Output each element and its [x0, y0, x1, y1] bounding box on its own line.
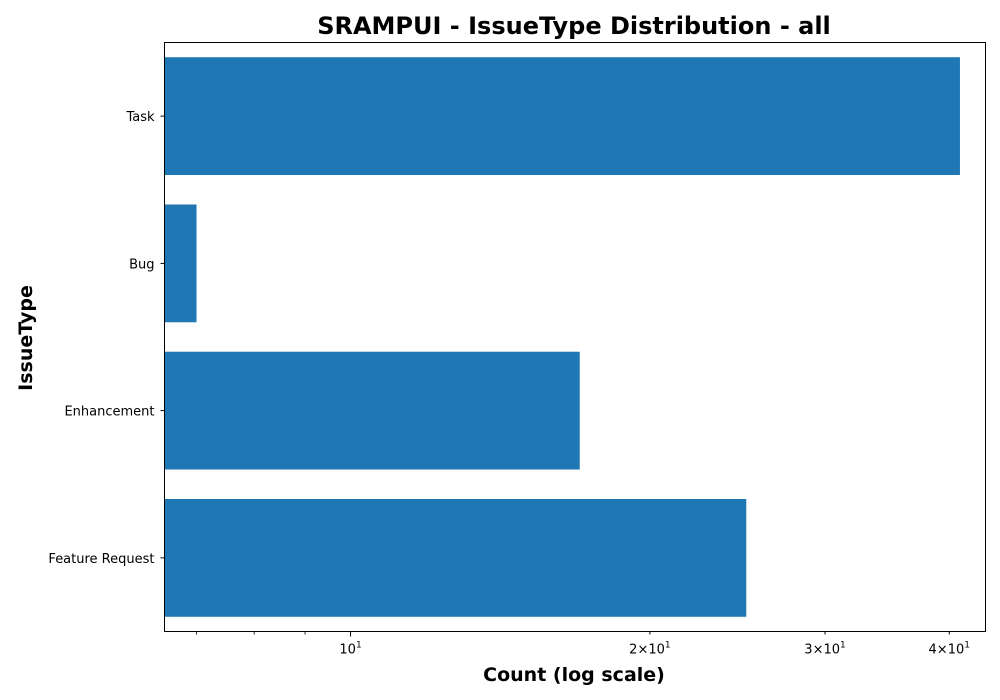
x-tick-mantissa: 2×: [629, 643, 648, 658]
x-tick-label: 3×101: [804, 641, 845, 658]
x-tick-exponent: 1: [840, 641, 846, 651]
x-tick-label: 4×101: [929, 641, 970, 658]
x-ticks-group: 101 2×101 3×101 4×101: [196, 631, 970, 658]
x-tick-label: 101: [339, 641, 361, 658]
bar-enhancement: [164, 351, 580, 470]
x-tick-mantissa: 4×: [929, 643, 948, 658]
bar-task: [164, 57, 960, 176]
y-axis-label: IssueType: [15, 285, 37, 391]
y-tick-label: Task: [125, 110, 155, 125]
x-tick-mantissa: 3×: [804, 643, 823, 658]
plot-frame: [164, 42, 986, 632]
bar-feature-request: [164, 498, 747, 617]
x-tick-exponent: 1: [964, 641, 970, 651]
y-tick-label: Bug: [129, 257, 154, 272]
y-ticks-group: Task Bug Enhancement Feature Request: [48, 110, 165, 567]
x-tick-base: 10: [339, 643, 356, 658]
bars-group: [164, 57, 960, 617]
y-tick-label: Enhancement: [64, 405, 154, 420]
x-tick-exponent: 1: [665, 641, 671, 651]
x-tick-base: 10: [648, 643, 665, 658]
x-tick-base: 10: [823, 643, 840, 658]
x-axis-label: Count (log scale): [483, 664, 665, 686]
bar-bug: [164, 204, 197, 323]
y-tick-label: Feature Request: [48, 552, 154, 567]
x-tick-exponent: 1: [356, 641, 362, 651]
x-tick-label: 2×101: [629, 641, 670, 658]
x-tick-base: 10: [948, 643, 965, 658]
chart-title: SRAMPUI - IssueType Distribution - all: [317, 12, 831, 40]
